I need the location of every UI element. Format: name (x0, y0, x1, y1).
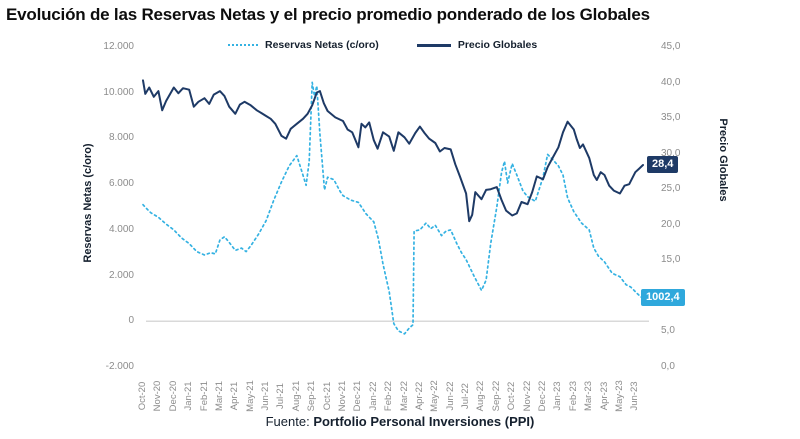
precio-end-value-badge: 28,4 (647, 156, 679, 174)
y-tick-left: 4.000 (108, 223, 134, 235)
y-tick-right: 35,0 (661, 112, 681, 124)
legend-item-precio: Precio Globales (416, 39, 538, 51)
y-tick-right: 30,0 (661, 147, 681, 159)
chart-legend: Reservas Netas (c/oro) Precio Globales (228, 39, 537, 51)
solid-line-icon (416, 43, 451, 47)
y-tick-right: 25,0 (661, 183, 681, 195)
y-tick-left: 12.000 (103, 41, 134, 52)
y-tick-left: 10.000 (103, 86, 134, 98)
y-tick-left: 0 (128, 315, 134, 327)
legend-item-reservas: Reservas Netas (c/oro) (228, 39, 379, 51)
chart-canvas (142, 79, 649, 335)
y-tick-right: 40,0 (661, 76, 681, 88)
y-tick-right: 0,0 (661, 361, 675, 372)
legend-label-precio: Precio Globales (457, 39, 538, 51)
y-tick-left: 2.000 (108, 269, 134, 281)
legend-label-reservas: Reservas Netas (c/oro) (265, 39, 379, 51)
y-tick-right: 15,0 (661, 254, 681, 266)
reservas-end-value-badge: 1002,4 (641, 289, 685, 307)
y-tick-left: 8.000 (108, 132, 134, 144)
source-prefix: Fuente: (265, 414, 314, 429)
y-tick-right: 45,0 (661, 41, 681, 52)
right-axis-title: Precio Globales (717, 118, 729, 202)
y-tick-right: 20,0 (661, 218, 681, 230)
y-tick-left: -2.000 (105, 361, 134, 372)
source-footer: Fuente: Portfolio Personal Inversiones (… (0, 414, 800, 429)
dashed-line-icon (228, 44, 258, 46)
y-tick-left: 6.000 (108, 178, 134, 190)
chart-title: Evolución de las Reservas Netas y el pre… (6, 5, 650, 24)
y-tick-right: 5,0 (661, 325, 675, 337)
source-name: Portfolio Personal Inversiones (PPI) (313, 414, 535, 429)
